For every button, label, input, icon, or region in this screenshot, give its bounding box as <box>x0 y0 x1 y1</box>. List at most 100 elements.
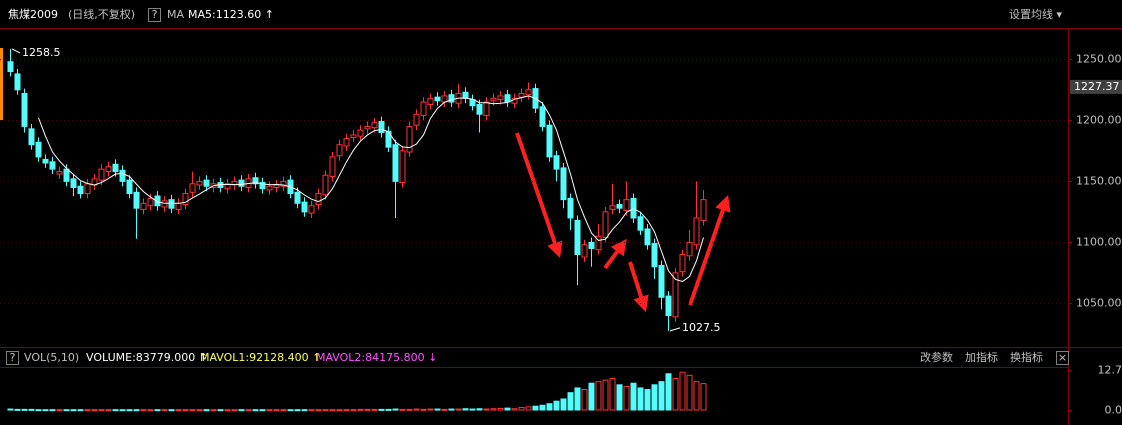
volume-bar <box>119 409 126 412</box>
volume-bar <box>392 408 399 411</box>
candle-body <box>679 254 686 273</box>
candle-body <box>378 121 385 134</box>
candle-body <box>315 193 322 206</box>
candle-body <box>336 144 343 157</box>
close-box[interactable] <box>1056 351 1069 365</box>
vol-help[interactable]: ? <box>10 351 16 364</box>
volume-bar <box>315 409 322 412</box>
button[interactable]: 换指标 <box>1010 350 1043 364</box>
candle-body <box>609 205 616 210</box>
volume-bar <box>371 408 378 411</box>
volume-bar <box>637 387 644 411</box>
volume-bar <box>168 409 175 412</box>
help-box[interactable] <box>148 8 161 22</box>
close[interactable]: × <box>1058 351 1067 364</box>
arrow <box>628 261 649 313</box>
mavol2-readout: MAVOL2:84175.800 ↓ <box>316 351 437 364</box>
candle-body <box>581 244 588 258</box>
candle-body <box>77 185 84 195</box>
volume-bar <box>147 409 154 412</box>
volume-bar <box>455 408 462 411</box>
volume-bar <box>532 405 539 411</box>
volume-bar <box>630 382 637 411</box>
volume-bar <box>357 408 364 411</box>
candle-body <box>259 182 266 190</box>
volume-bar <box>658 381 665 411</box>
candle-body <box>238 179 245 187</box>
candle-body <box>448 94 455 103</box>
indicator: MA <box>167 8 184 21</box>
volume-bar <box>679 371 686 411</box>
volume-bar <box>301 409 308 412</box>
volume-bar <box>84 409 91 412</box>
volume-bar <box>413 408 420 411</box>
candle-body <box>329 156 336 177</box>
candle-body <box>189 183 196 193</box>
volume-bar <box>140 409 147 412</box>
candle-body <box>140 202 147 210</box>
volume-bar <box>98 409 105 412</box>
volume-bar <box>462 408 469 411</box>
candle-body <box>35 141 42 158</box>
volume-bar <box>217 409 224 412</box>
candle-body <box>112 163 119 173</box>
volume-bar <box>224 409 231 412</box>
candle-body <box>539 106 546 127</box>
annotation: 1027.5 <box>682 321 721 334</box>
candle-body <box>686 241 693 257</box>
candle-body <box>119 169 126 182</box>
volume-bar <box>490 408 497 411</box>
candle-body <box>84 183 91 195</box>
candle-body <box>133 191 140 209</box>
volume-bar <box>553 400 560 411</box>
vol-help-box[interactable] <box>6 351 19 365</box>
volume-bar <box>644 389 651 411</box>
volume-bar <box>161 409 168 412</box>
candle-body <box>105 166 112 173</box>
candle-body <box>595 235 602 251</box>
volume-bar <box>525 406 532 411</box>
button[interactable]: 改参数 <box>920 350 953 364</box>
volume-bar <box>581 389 588 411</box>
help[interactable]: ? <box>152 8 158 21</box>
candle-body <box>203 179 210 187</box>
candle-body <box>560 167 567 201</box>
volume-bar <box>329 409 336 412</box>
volume-bar <box>511 408 518 411</box>
candle-body <box>700 199 707 221</box>
y-tick-label: 1150.00 <box>1076 175 1122 188</box>
arrow <box>603 238 627 270</box>
candle-body <box>497 95 504 101</box>
volume-bar <box>182 409 189 412</box>
candle-body <box>399 150 406 184</box>
volume-bar <box>280 409 287 412</box>
volume-bar <box>518 406 525 411</box>
candle-body <box>7 61 14 72</box>
volume-bar <box>112 409 119 412</box>
symbol: 焦煤2009 <box>8 8 58 21</box>
candle-body <box>42 158 49 164</box>
settings[interactable]: 设置均线 ▾ <box>1009 7 1062 21</box>
volume-bar <box>77 409 84 412</box>
candle-body <box>301 201 308 213</box>
candle-body <box>147 197 154 207</box>
candle-body <box>427 97 434 105</box>
button[interactable]: 加指标 <box>965 350 998 364</box>
volume-bar <box>91 409 98 412</box>
candle-body <box>693 217 700 246</box>
volume-bar <box>7 408 14 411</box>
candle-body <box>21 92 28 127</box>
volume-bar <box>616 384 623 411</box>
arrows <box>515 132 731 313</box>
price-tag: 1227.37 <box>1074 80 1120 93</box>
volume-bar <box>427 408 434 411</box>
y-tick-label: 1250.00 <box>1076 53 1122 66</box>
candle-body <box>651 243 658 268</box>
volume-bar <box>266 409 273 412</box>
volume-bar <box>448 408 455 411</box>
candle-body <box>168 199 175 209</box>
candle-body <box>623 199 630 212</box>
candle-body <box>273 184 280 188</box>
